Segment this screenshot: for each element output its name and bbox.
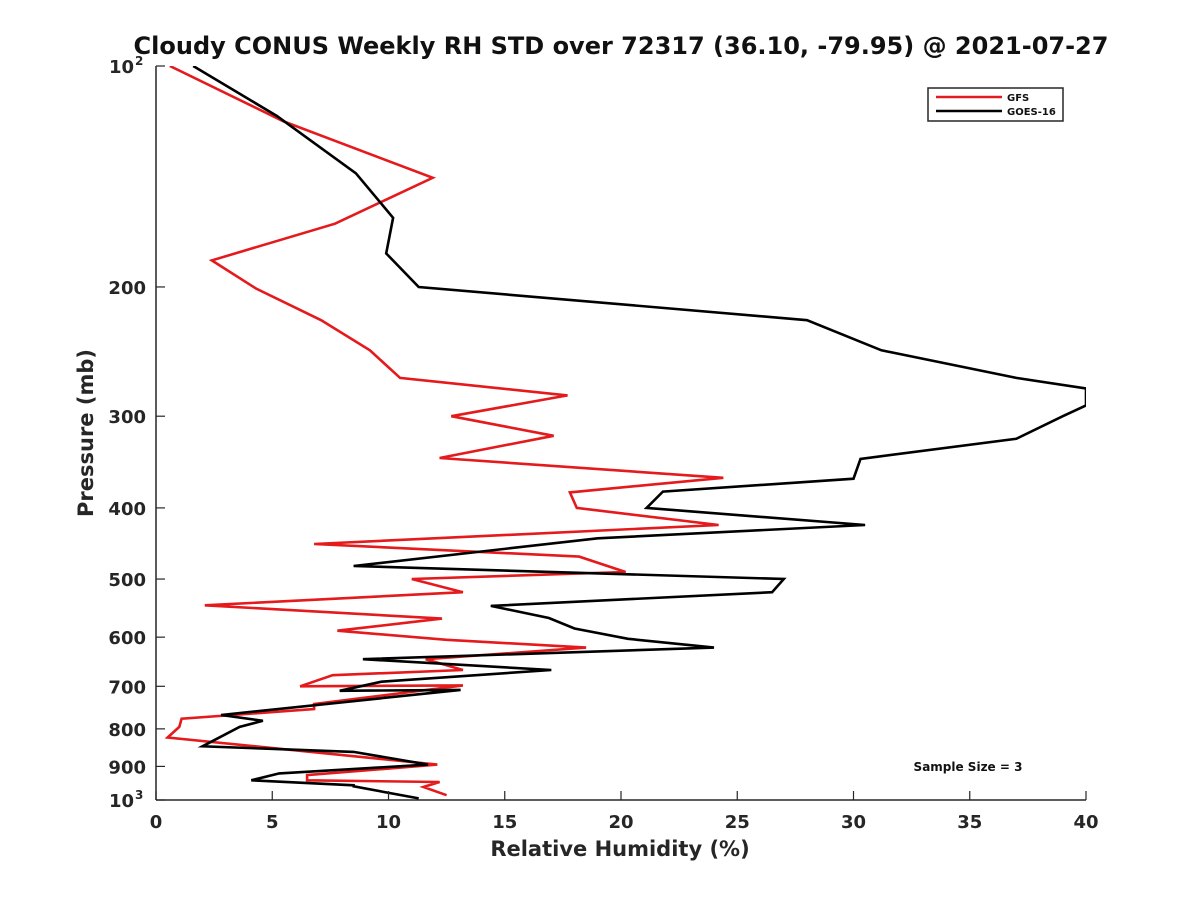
legend-box: [927, 87, 1064, 122]
y-tick-label: 800: [108, 720, 146, 741]
x-tick-label: 5: [266, 812, 279, 833]
series-line-goes-16: [192, 66, 1086, 800]
x-tick-label: 15: [492, 812, 517, 833]
x-tick-label: 25: [725, 812, 750, 833]
x-axis-ticks: 0 5 10 15 20 25 30 35 40: [150, 791, 1099, 833]
y-tick-label: 200: [108, 278, 146, 299]
legend-label: GOES-16: [1007, 107, 1056, 118]
y-tick-label: 900: [108, 757, 146, 778]
x-tick-label: 0: [150, 812, 163, 833]
y-tick-exponent: 3: [135, 788, 143, 802]
y-tick-label: 400: [108, 499, 146, 520]
y-tick-label: 600: [108, 628, 146, 649]
y-tick-label: 10: [109, 791, 134, 812]
x-tick-label: 40: [1073, 812, 1098, 833]
chart-title: Cloudy CONUS Weekly RH STD over 72317 (3…: [134, 32, 1109, 60]
series-line-gfs: [164, 66, 724, 797]
y-tick-label: 10: [109, 57, 134, 78]
y-tick-label: 300: [108, 407, 146, 428]
x-tick-label: 20: [608, 812, 633, 833]
y-tick-label: 700: [108, 677, 146, 698]
series-layer: [164, 66, 1086, 800]
y-tick-exponent: 2: [135, 54, 143, 68]
y-axis-label: Pressure (mb): [74, 349, 98, 517]
x-tick-label: 35: [957, 812, 982, 833]
x-tick-label: 10: [376, 812, 401, 833]
x-tick-label: 30: [841, 812, 866, 833]
legend: GFS GOES-16: [927, 87, 1064, 122]
sample-size-annotation: Sample Size = 3: [914, 760, 1023, 774]
x-axis-label: Relative Humidity (%): [490, 837, 749, 861]
legend-label: GFS: [1007, 93, 1029, 104]
y-tick-label: 500: [108, 570, 146, 591]
